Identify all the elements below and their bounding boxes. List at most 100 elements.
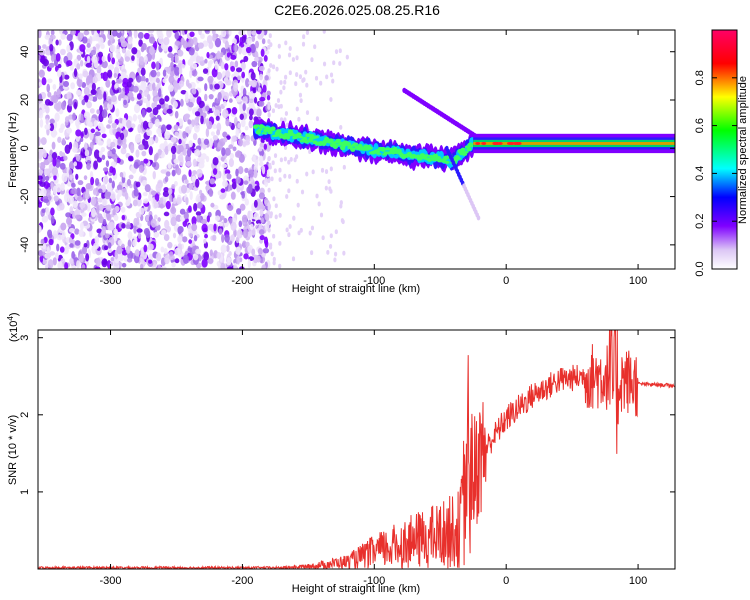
noise-speckle (74, 240, 81, 246)
noise-speckle (46, 168, 51, 174)
noise-speckle (127, 231, 133, 240)
noise-speckle (115, 108, 120, 118)
noise-speckle-sparse (302, 77, 306, 83)
noise-speckle (120, 243, 125, 249)
noise-speckle-sparse (328, 244, 333, 249)
noise-speckle-sparse (279, 117, 284, 123)
signal-trace-segment (264, 126, 270, 130)
noise-speckle-sparse (267, 39, 271, 44)
noise-speckle-sparse (278, 177, 282, 183)
noise-speckle-sparse (295, 55, 299, 61)
noise-speckle (216, 71, 223, 80)
noise-speckle (94, 131, 101, 137)
noise-speckle-sparse (295, 178, 299, 184)
noise-speckle (153, 214, 158, 220)
noise-speckle (155, 61, 160, 71)
noise-speckle (79, 44, 86, 53)
noise-speckle (61, 172, 68, 183)
signal-trace-segment (353, 142, 359, 146)
noise-speckle-sparse (325, 74, 329, 80)
noise-speckle (174, 131, 180, 137)
noise-speckle (101, 258, 108, 268)
noise-speckle (260, 48, 265, 57)
noise-speckle-sparse (338, 48, 342, 54)
noise-speckle (236, 229, 243, 239)
noise-speckle (63, 74, 70, 80)
noise-speckle (51, 141, 56, 150)
noise-speckle (216, 252, 221, 260)
noise-speckle (193, 253, 199, 261)
noise-speckle (92, 76, 98, 84)
noise-speckle (204, 83, 208, 92)
spectrogram-x-ticks: -300 -200 -100 0 100 (100, 30, 647, 287)
noise-speckle (128, 174, 134, 180)
noise-speckle (79, 202, 86, 209)
noise-speckle (162, 78, 167, 84)
noise-speckle (41, 208, 46, 213)
noise-speckle (220, 244, 227, 254)
noise-speckle (198, 100, 205, 109)
noise-speckle (143, 158, 149, 164)
colorbar-tick-label: 0.2 (694, 214, 706, 229)
noise-speckle (116, 30, 122, 39)
noise-speckle (258, 155, 264, 163)
noise-speckle (79, 60, 84, 67)
noise-speckle (66, 44, 71, 53)
noise-speckle (80, 137, 84, 142)
steady-tone-peak (481, 141, 487, 145)
noise-speckle (112, 30, 118, 37)
noise-speckle (148, 122, 153, 129)
colorbar-gradient (711, 29, 738, 270)
noise-speckle-sparse (329, 72, 334, 78)
noise-speckle (166, 124, 172, 131)
noise-speckle (188, 140, 193, 148)
noise-speckle (197, 137, 202, 145)
noise-speckle (73, 101, 78, 110)
noise-speckle-sparse (293, 157, 297, 163)
noise-speckle (44, 34, 51, 40)
noise-speckle (209, 138, 214, 148)
noise-speckle (211, 68, 218, 78)
noise-speckle (40, 188, 47, 196)
noise-speckle (136, 197, 142, 207)
spectrogram-x-tick-label: -300 (100, 275, 122, 287)
noise-speckle (143, 227, 150, 236)
noise-speckle-sparse (308, 230, 312, 236)
noise-speckle-sparse (267, 187, 271, 193)
noise-speckle (74, 214, 81, 220)
noise-speckle-sparse (270, 251, 274, 257)
spectrogram-x-tick-label: 0 (503, 275, 509, 287)
noise-speckle (204, 93, 208, 102)
noise-speckle (72, 112, 76, 121)
noise-speckle (216, 122, 222, 132)
noise-speckle (201, 223, 208, 233)
noise-speckle (38, 243, 44, 249)
noise-speckle (69, 257, 74, 265)
noise-speckle (38, 189, 42, 195)
noise-speckle (154, 223, 161, 231)
noise-speckle (224, 234, 230, 243)
noise-speckle (262, 247, 270, 254)
noise-speckle (171, 262, 176, 268)
noise-speckle (98, 203, 104, 211)
noise-speckle (133, 30, 138, 39)
steady-tone-peak (475, 141, 481, 145)
noise-speckle (130, 144, 135, 154)
noise-speckle-sparse (310, 225, 315, 231)
noise-speckle-sparse (329, 97, 333, 102)
noise-speckle (187, 83, 192, 89)
noise-speckle (242, 103, 246, 112)
noise-speckle (230, 221, 237, 232)
noise-speckle (50, 207, 55, 216)
noise-speckle (55, 53, 61, 62)
noise-speckle (73, 161, 78, 167)
noise-speckle (146, 107, 153, 113)
noise-speckle (259, 234, 265, 241)
noise-speckle-sparse (267, 112, 271, 117)
noise-speckle (85, 253, 90, 262)
noise-speckle (247, 30, 252, 37)
noise-speckle (185, 196, 189, 206)
noise-speckle (91, 55, 98, 63)
noise-speckle (227, 204, 234, 212)
spectrogram-x-tick-label: 100 (629, 275, 647, 287)
